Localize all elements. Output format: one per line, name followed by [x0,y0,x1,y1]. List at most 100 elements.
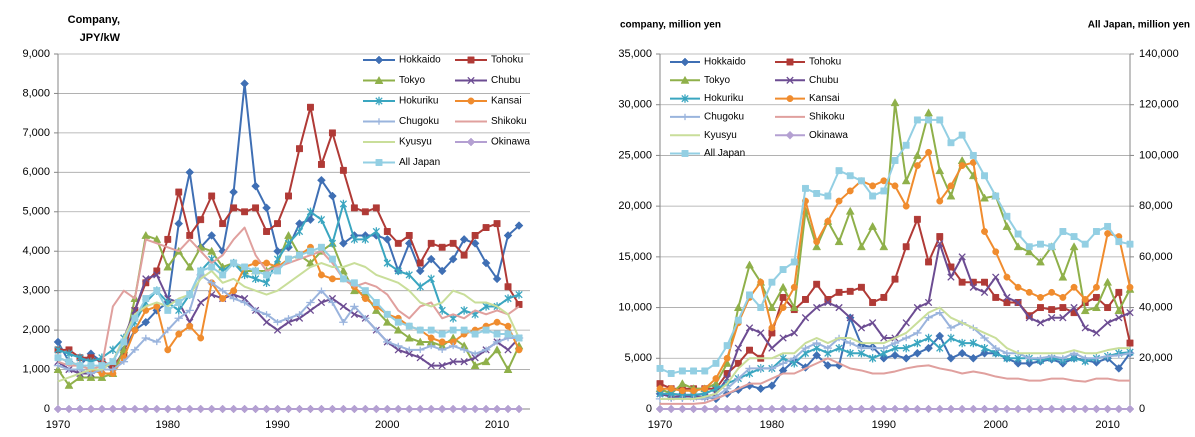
marker [936,116,944,124]
marker [197,267,205,275]
marker [263,271,271,279]
marker [1070,233,1078,241]
marker [438,330,446,338]
marker [656,364,664,372]
marker [869,299,877,306]
marker [992,293,1000,301]
marker [515,334,523,342]
marker [1002,404,1012,414]
marker [371,404,381,414]
marker [207,246,217,255]
marker [394,266,402,276]
marker [415,404,425,414]
y-axis-title: Company, [68,14,120,26]
marker [812,242,822,251]
marker [1104,230,1112,237]
marker [913,329,922,337]
marker [152,404,162,414]
marker [868,344,877,352]
marker [175,306,183,315]
marker [273,326,282,334]
marker [361,287,369,295]
marker [76,353,84,362]
marker [350,303,359,310]
marker [734,344,742,352]
marker [1037,294,1044,301]
marker [131,314,139,322]
y2-tick-label: 80,000 [1139,200,1173,212]
marker [492,338,502,346]
marker [97,404,107,414]
marker [350,310,359,318]
marker [448,254,458,264]
marker [767,303,777,312]
marker [174,404,184,414]
marker [690,387,698,395]
marker [958,162,966,169]
marker [890,339,900,347]
marker [467,76,475,85]
marker [53,362,63,369]
marker [1025,243,1033,251]
marker [767,381,777,391]
marker [466,137,476,147]
marker [857,242,866,251]
marker [1037,240,1044,248]
marker [980,288,989,297]
marker [1048,288,1056,296]
legend-label: Okinawa [491,137,530,148]
marker [404,333,414,342]
marker [1115,238,1123,246]
marker [515,290,523,299]
marker [108,366,118,373]
y-tick-label: 35,000 [618,48,652,60]
marker [835,303,843,312]
marker [947,333,955,343]
marker [53,404,63,414]
marker [969,338,977,348]
marker [712,375,720,382]
marker [786,95,794,102]
marker [504,330,512,338]
marker [690,367,698,375]
marker [296,251,303,259]
marker [1025,355,1034,362]
marker [767,404,777,414]
marker [131,326,139,334]
marker [1003,293,1011,302]
marker [175,330,183,338]
marker [1048,314,1056,322]
marker [957,404,967,414]
marker [415,266,425,276]
marker [880,187,888,195]
legend-label: Hokuriku [704,93,743,104]
marker [470,350,480,357]
marker [481,258,491,268]
y-tick-label: 0 [646,403,652,415]
marker [317,215,326,224]
marker [449,338,457,346]
marker [219,271,227,279]
marker [868,354,877,363]
marker [723,342,731,350]
marker [701,367,709,375]
marker [207,404,217,414]
marker [481,346,491,354]
marker [1058,404,1068,414]
marker [328,129,336,137]
marker [120,338,128,346]
marker [890,98,900,107]
marker [924,343,933,353]
marker [656,385,664,393]
y2-tick-label: 60,000 [1139,251,1173,263]
marker [801,314,810,322]
marker [339,238,348,248]
marker [53,337,63,347]
marker [768,278,776,286]
marker [913,348,922,358]
marker [285,192,292,200]
marker [317,160,325,168]
marker [1114,352,1124,359]
marker [779,334,787,342]
marker [1003,273,1011,281]
